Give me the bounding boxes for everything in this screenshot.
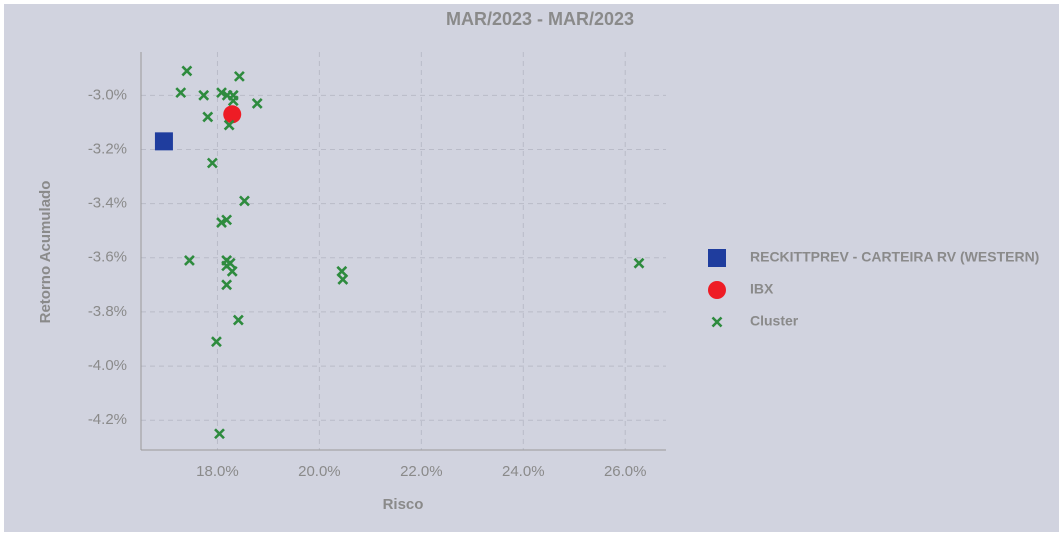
y-tick-label: -3.2%	[88, 140, 127, 157]
legend-marker	[711, 316, 723, 328]
point	[227, 95, 239, 107]
point	[154, 132, 173, 151]
point	[214, 428, 225, 440]
legend-label: RECKITTPREV - CARTEIRA RV (WESTERN)	[750, 249, 1039, 265]
y-tick-label: -4.2%	[88, 411, 127, 428]
point	[233, 70, 245, 82]
legend-marker	[708, 249, 726, 267]
background	[4, 4, 1059, 532]
y-tick-label: -3.8%	[88, 303, 127, 320]
point	[223, 119, 235, 131]
x-tick-label: 26.0%	[604, 463, 647, 480]
point	[202, 111, 214, 123]
x-tick-label: 18.0%	[196, 463, 239, 480]
point	[181, 65, 193, 77]
point	[336, 265, 348, 277]
y-tick-label: -3.4%	[88, 195, 127, 212]
point	[337, 274, 349, 285]
x-axis-title: Risco	[383, 496, 424, 513]
point	[211, 336, 222, 348]
x-tick-label: 20.0%	[298, 463, 341, 480]
y-tick-label: -3.6%	[88, 249, 127, 266]
x-tick-label: 22.0%	[400, 463, 443, 480]
point	[221, 279, 233, 291]
point	[232, 314, 244, 326]
y-tick-label: -4.0%	[88, 357, 127, 374]
point	[633, 257, 645, 269]
point	[251, 98, 263, 109]
point	[223, 105, 242, 124]
point	[226, 265, 238, 277]
legend-marker	[708, 281, 726, 299]
point	[206, 157, 218, 169]
x-tick-label: 24.0%	[502, 463, 545, 480]
y-tick-label: -3.0%	[88, 86, 127, 103]
point	[198, 89, 210, 101]
point	[216, 87, 227, 99]
legend-label: IBX	[750, 281, 774, 297]
chart-title: MAR/2023 - MAR/2023	[446, 9, 634, 29]
point	[184, 255, 195, 266]
point	[175, 87, 187, 99]
point	[239, 195, 250, 207]
y-axis-title: Retorno Acumulado	[37, 181, 54, 324]
legend-label: Cluster	[750, 313, 799, 329]
point	[216, 217, 227, 228]
